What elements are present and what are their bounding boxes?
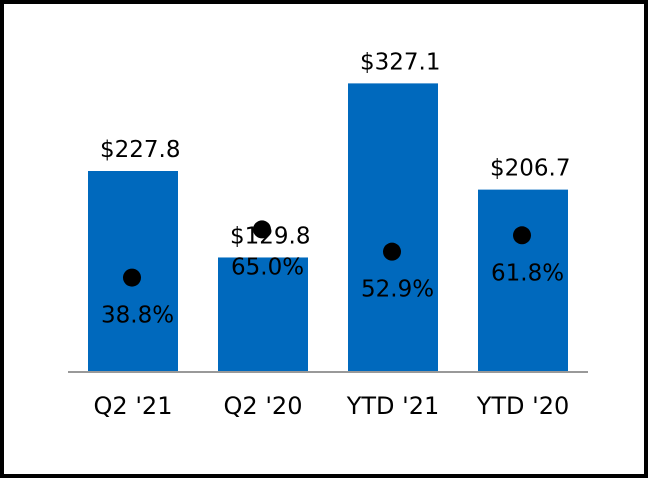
bar-value-label-2: $327.1 bbox=[360, 49, 440, 75]
bar-chart: $227.8 38.8% Q2 '21 $129.8 65.0% Q2 '20 $327.1… bbox=[68, 49, 588, 420]
percent-label-2: 52.9% bbox=[361, 277, 434, 303]
percent-marker-0 bbox=[123, 268, 141, 287]
bar-value-label-3: $206.7 bbox=[490, 156, 570, 182]
percent-label-3: 61.8% bbox=[491, 260, 564, 286]
percent-label-1: 65.0% bbox=[231, 254, 304, 280]
bar-value-label-1: $129.8 bbox=[230, 223, 310, 249]
x-tick-label-3: YTD '20 bbox=[476, 392, 570, 420]
x-tick-label-0: Q2 '21 bbox=[94, 392, 173, 420]
bar-3 bbox=[478, 189, 568, 372]
percent-label-0: 38.8% bbox=[101, 303, 174, 329]
x-tick-label-2: YTD '21 bbox=[346, 392, 440, 420]
bar-2 bbox=[348, 83, 438, 372]
bar-value-label-0: $227.8 bbox=[100, 137, 180, 163]
x-tick-label-1: Q2 '20 bbox=[224, 392, 303, 420]
bar-1 bbox=[218, 257, 308, 372]
percent-marker-1 bbox=[253, 220, 271, 239]
percent-marker-3 bbox=[513, 226, 531, 245]
percent-marker-2 bbox=[383, 242, 401, 261]
